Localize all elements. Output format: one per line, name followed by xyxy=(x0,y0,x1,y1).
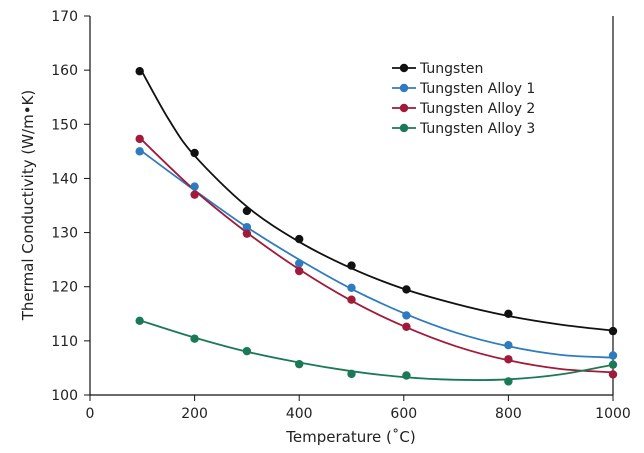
trendlines xyxy=(138,66,614,381)
data-point-series-1 xyxy=(190,148,199,158)
trendline-series-4 xyxy=(139,319,614,381)
data-point-series-1 xyxy=(135,67,144,76)
legend-label: Tungsten Alloy 2 xyxy=(419,101,535,117)
data-point-series-2 xyxy=(190,182,199,191)
data-point-series-3 xyxy=(190,190,199,199)
data-point-series-2 xyxy=(504,340,513,350)
data-point-series-4 xyxy=(608,360,618,369)
legend-label: Tungsten Alloy 1 xyxy=(419,81,535,97)
data-point-series-1 xyxy=(608,326,618,336)
legend-marker xyxy=(399,83,409,93)
data-point-series-4 xyxy=(135,316,144,326)
x-tick-label: 200 xyxy=(181,406,208,422)
legend: Tungsten Tungsten Alloy 1 Tungsten Alloy 2… xyxy=(392,61,535,137)
data-point-series-2 xyxy=(242,222,252,232)
data-point-series-2 xyxy=(608,351,618,360)
legend-marker xyxy=(399,103,409,113)
x-tick-label: 1000 xyxy=(595,406,631,422)
data-point-series-2 xyxy=(295,259,304,268)
y-tick-label: 140 xyxy=(51,171,78,187)
x-axis-title: Temperature (˚C) xyxy=(285,428,415,446)
data-point-series-4 xyxy=(242,346,252,356)
data-point-series-4 xyxy=(190,334,199,343)
y-tick-label: 160 xyxy=(51,63,78,79)
x-tick-label: 800 xyxy=(495,406,522,422)
data-point-series-3 xyxy=(504,355,513,364)
data-point-series-4 xyxy=(504,377,513,386)
data-point-series-1 xyxy=(295,234,304,244)
ticks: 0 200 400 600 800 1000 100 110 120 130 140 150 160 17… xyxy=(51,9,631,422)
y-tick-label: 170 xyxy=(51,9,78,25)
y-tick-label: 110 xyxy=(51,334,78,350)
data-point-series-1 xyxy=(242,206,252,216)
data-point-series-3 xyxy=(608,370,618,379)
data-point-series-4 xyxy=(402,371,411,380)
data-point-series-3 xyxy=(135,134,144,144)
y-tick-label: 100 xyxy=(51,388,78,404)
y-tick-label: 120 xyxy=(51,280,78,296)
data-point-series-1 xyxy=(504,309,513,318)
y-axis-title: Thermal Conductivity (W/m•K) xyxy=(19,90,37,321)
y-tick-label: 130 xyxy=(51,226,78,242)
trendline-series-1 xyxy=(138,66,614,332)
data-point-series-4 xyxy=(347,369,356,379)
data-point-series-2 xyxy=(402,311,411,320)
trendline-series-3 xyxy=(139,137,614,374)
data-point-series-3 xyxy=(242,229,252,238)
data-points xyxy=(135,67,618,386)
data-point-series-2 xyxy=(347,283,356,292)
data-point-series-1 xyxy=(347,261,356,270)
data-point-series-4 xyxy=(295,359,304,369)
data-point-series-3 xyxy=(347,295,356,304)
x-tick-label: 0 xyxy=(86,406,95,422)
data-point-series-1 xyxy=(402,285,411,294)
legend-label: Tungsten Alloy 3 xyxy=(419,121,535,137)
legend-marker xyxy=(399,123,409,133)
data-point-series-3 xyxy=(402,322,411,331)
y-tick-label: 150 xyxy=(51,117,78,133)
legend-label: Tungsten xyxy=(419,61,483,77)
data-point-series-2 xyxy=(135,147,144,156)
trendline-series-2 xyxy=(139,148,614,359)
legend-marker xyxy=(399,63,409,73)
data-point-series-3 xyxy=(295,266,304,276)
x-tick-label: 400 xyxy=(286,406,313,422)
x-tick-label: 600 xyxy=(390,406,417,422)
